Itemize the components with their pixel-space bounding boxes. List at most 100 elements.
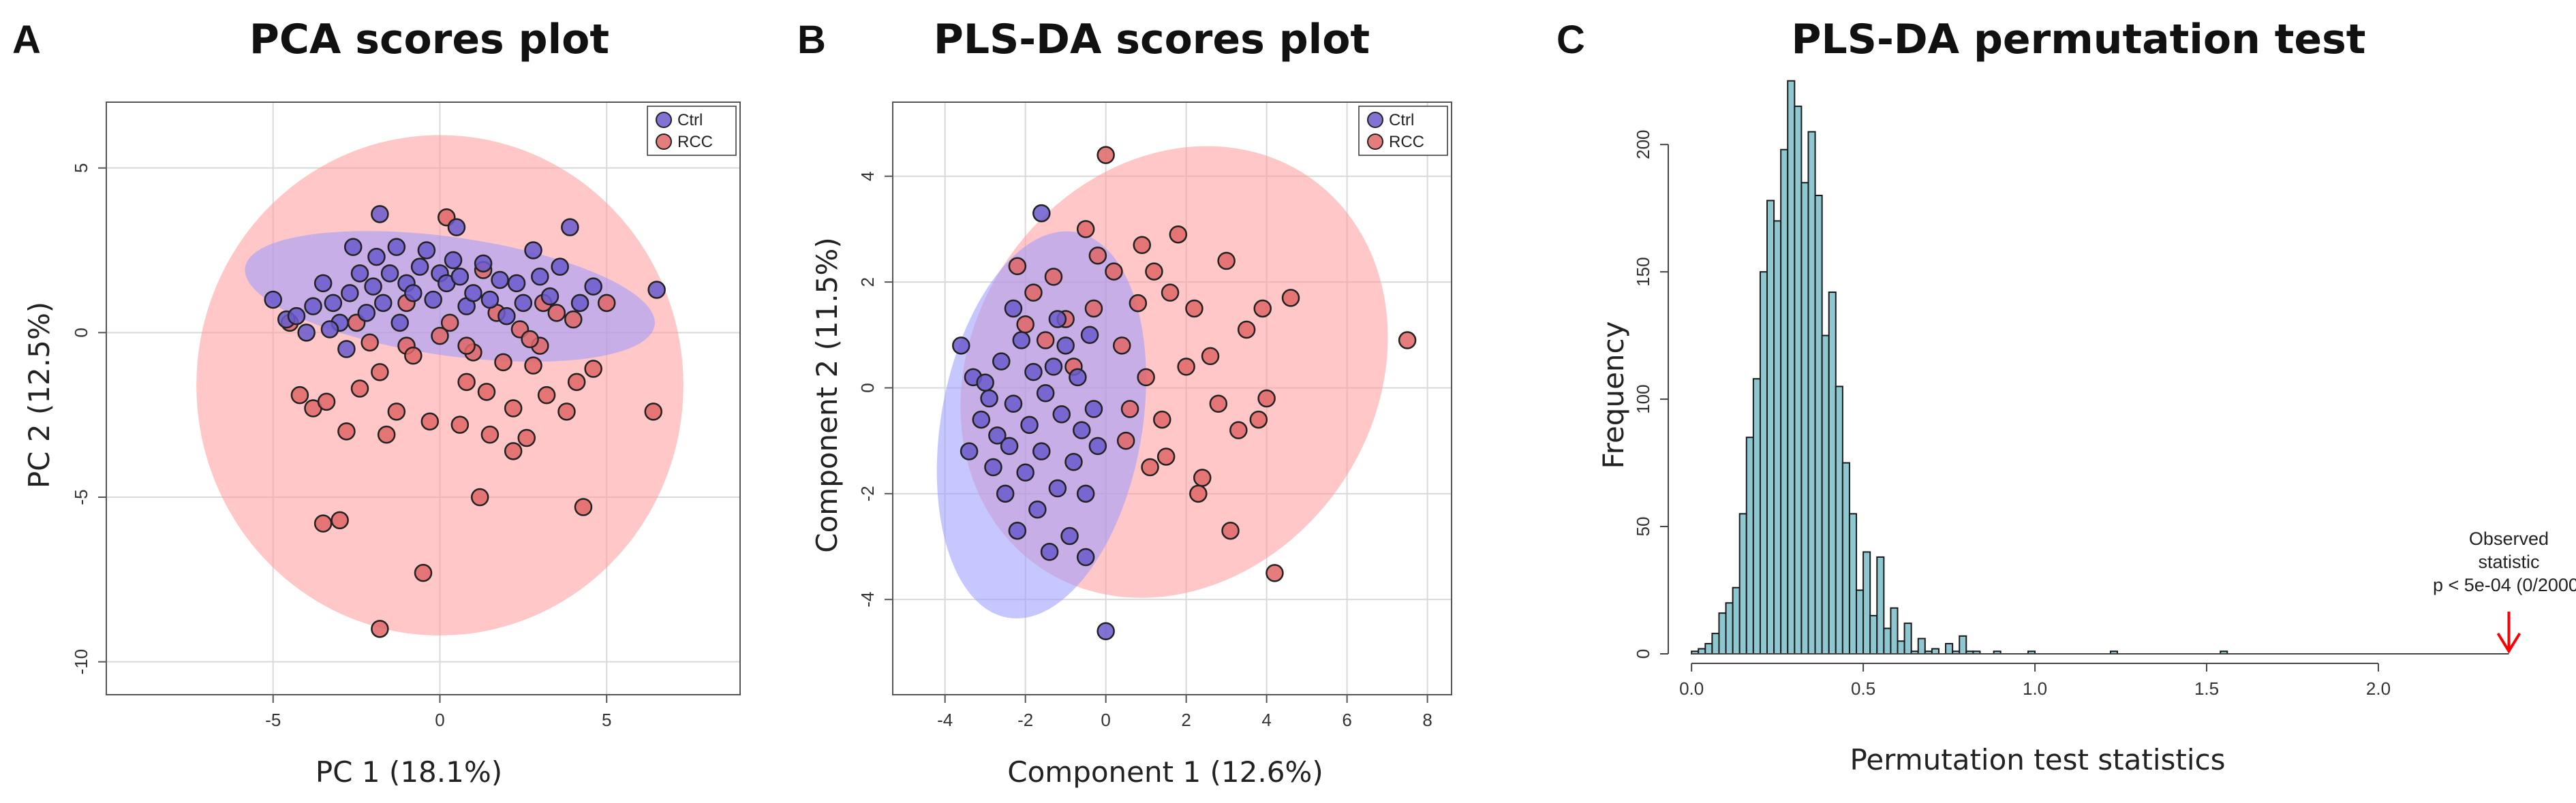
panel-b-point-rcc-22 — [1201, 347, 1220, 366]
panel-b-legend: Ctrl RCC — [1358, 106, 1448, 156]
panel-a-point-rcc-36 — [371, 620, 389, 638]
panel-a-point-rcc-32 — [574, 498, 593, 516]
panel-c-x-tick-label-0: 0.0 — [1679, 678, 1704, 699]
panel-a-plot-area — [196, 135, 684, 638]
panel-c-bar-22 — [1841, 462, 1850, 655]
panel-a-point-rcc-30 — [557, 403, 576, 421]
panel-b-point-rcc-27 — [1249, 410, 1268, 429]
panel-c-bar-20 — [1828, 292, 1837, 655]
panel-b-point-rcc-7 — [1076, 220, 1095, 238]
panel-c-y-axis-label: Frequency — [1597, 321, 1630, 469]
panel-c-x-axis-label: Permutation test statistics — [1850, 743, 2226, 776]
panel-c-bar-21 — [1835, 385, 1843, 655]
panel-b-y-tick-label-1: -2 — [857, 486, 878, 501]
panel-a-point-rcc-3 — [331, 511, 349, 530]
panel-b: B PLS-DA scores plot Component 1 (12.6%)… — [797, 16, 1452, 789]
panel-b-point-ctrl-10 — [1004, 394, 1023, 413]
panel-c-bar-27 — [1876, 556, 1885, 655]
panel-b-point-ctrl-3 — [972, 410, 991, 429]
panel-b-legend-label-rcc: RCC — [1389, 133, 1424, 151]
panel-b-point-ctrl-27 — [1073, 421, 1091, 439]
panel-c-y-tick-label-2: 100 — [1633, 384, 1653, 413]
panel-c-observed-annotation-1: statistic — [2478, 552, 2539, 572]
panel-a-point-ctrl-28 — [464, 284, 482, 302]
panel-c-observed-annotation-2: p < 5e-04 (0/2000) — [2433, 575, 2576, 595]
panel-c-bar-33 — [1917, 637, 1926, 655]
panel-b-y-tick-label-4: 4 — [857, 172, 878, 181]
panel-b-point-ctrl-16 — [1028, 500, 1047, 519]
panel-c-y-tick-label-4: 200 — [1633, 129, 1653, 159]
panel-c-bar-24 — [1856, 589, 1865, 655]
panel-b-point-rcc-14 — [1137, 368, 1155, 387]
panel-b-plot-frame — [892, 101, 1452, 695]
panel-b-point-rcc-8 — [1084, 299, 1103, 318]
panel-a-x-tick-label-1: 0 — [435, 710, 444, 730]
panel-a-point-rcc-22 — [494, 353, 512, 372]
panel-b-y-tick-label-3: 2 — [857, 277, 878, 287]
panel-a-point-ctrl-45 — [320, 320, 339, 338]
panel-c-bar-3 — [1711, 633, 1720, 655]
panel-a-point-ctrl-31 — [491, 270, 509, 289]
panel-a-point-ctrl-43 — [371, 205, 389, 223]
panel-b-x-tick-label-1: -2 — [1017, 710, 1033, 730]
panel-a-point-ctrl-16 — [387, 238, 406, 256]
panel-c-bar-35 — [1931, 648, 1939, 655]
panel-b-point-rcc-35 — [1116, 431, 1135, 450]
panel-a-ellipse-rcc — [196, 135, 684, 635]
panel-a-legend-label-rcc: RCC — [677, 133, 713, 151]
panel-b-point-rcc-0 — [1008, 257, 1027, 276]
panel-b-point-rcc-26 — [1237, 320, 1256, 339]
panel-b-point-rcc-29 — [1266, 564, 1284, 582]
panel-a-point-ctrl-14 — [374, 294, 393, 313]
panel-a-point-ctrl-35 — [524, 241, 542, 259]
panel-b-x-tick-label-5: 6 — [1342, 710, 1351, 730]
panel-a-point-ctrl-39 — [561, 218, 579, 236]
panel-b-point-ctrl-13 — [1016, 463, 1034, 482]
panel-a-point-rcc-17 — [457, 373, 476, 392]
panel-a-point-ctrl-41 — [584, 277, 602, 296]
panel-b-point-rcc-31 — [1398, 331, 1417, 349]
panel-a-point-rcc-13 — [420, 412, 440, 431]
panel-c-x-tick-label-3: 1.5 — [2194, 678, 2219, 699]
panel-b-point-rcc-16 — [1153, 410, 1171, 429]
panel-a-x-tick-label-0: -5 — [265, 710, 281, 730]
panel-a-point-ctrl-15 — [380, 264, 399, 283]
panel-b-point-ctrl-19 — [1040, 543, 1059, 561]
panel-a-y-tick-label-1: -5 — [71, 489, 91, 505]
panel-b-point-rcc-30 — [1281, 289, 1300, 307]
panel-a-point-rcc-6 — [361, 333, 379, 352]
panel-b-point-rcc-11 — [1113, 336, 1131, 355]
panel-a-point-ctrl-46 — [341, 284, 359, 302]
panel-b-point-rcc-36 — [1088, 247, 1107, 265]
panel-letter-b: B — [797, 18, 826, 62]
panel-a-point-rcc-9 — [387, 403, 406, 421]
panel-c-bar-6 — [1732, 586, 1741, 655]
panel-a-point-rcc-5 — [350, 379, 369, 398]
panel-c-bar-26 — [1869, 614, 1878, 655]
panel-c-observed-annotation-0: Observed — [2469, 529, 2549, 549]
panel-b-point-ctrl-11 — [1008, 521, 1027, 540]
panel-a-point-rcc-48 — [567, 373, 586, 392]
panel-a-point-rcc-25 — [517, 428, 536, 447]
panel-a-y-tick-label-0: -10 — [71, 649, 91, 675]
panel-b-y-tick-label-2: 0 — [857, 383, 878, 392]
panel-a-point-rcc-26 — [524, 356, 542, 375]
panel-a-x-tick-label-2: 5 — [602, 710, 611, 730]
panel-a-point-ctrl-19 — [404, 284, 423, 302]
panel-b-x-tick-label-3: 2 — [1181, 710, 1191, 730]
panel-b-point-ctrl-34 — [1004, 299, 1023, 318]
panel-b-point-rcc-39 — [1133, 236, 1152, 254]
panel-a-point-ctrl-32 — [497, 306, 516, 326]
panel-c-bar-39 — [1959, 635, 1967, 655]
panel-a-point-ctrl-5 — [313, 274, 333, 293]
panel-c-bar-11 — [1766, 200, 1775, 655]
panel-a-point-ctrl-9 — [343, 238, 363, 256]
panel-a-point-ctrl-12 — [364, 277, 382, 296]
panel-a-point-rcc-31 — [564, 310, 583, 329]
panel-a-point-rcc-14 — [431, 326, 449, 345]
panel-b-point-rcc-32 — [1253, 299, 1272, 318]
panel-a-point-ctrl-26 — [450, 267, 470, 286]
panel-a-point-ctrl-44 — [447, 218, 466, 236]
panel-a-point-ctrl-36 — [531, 267, 549, 286]
